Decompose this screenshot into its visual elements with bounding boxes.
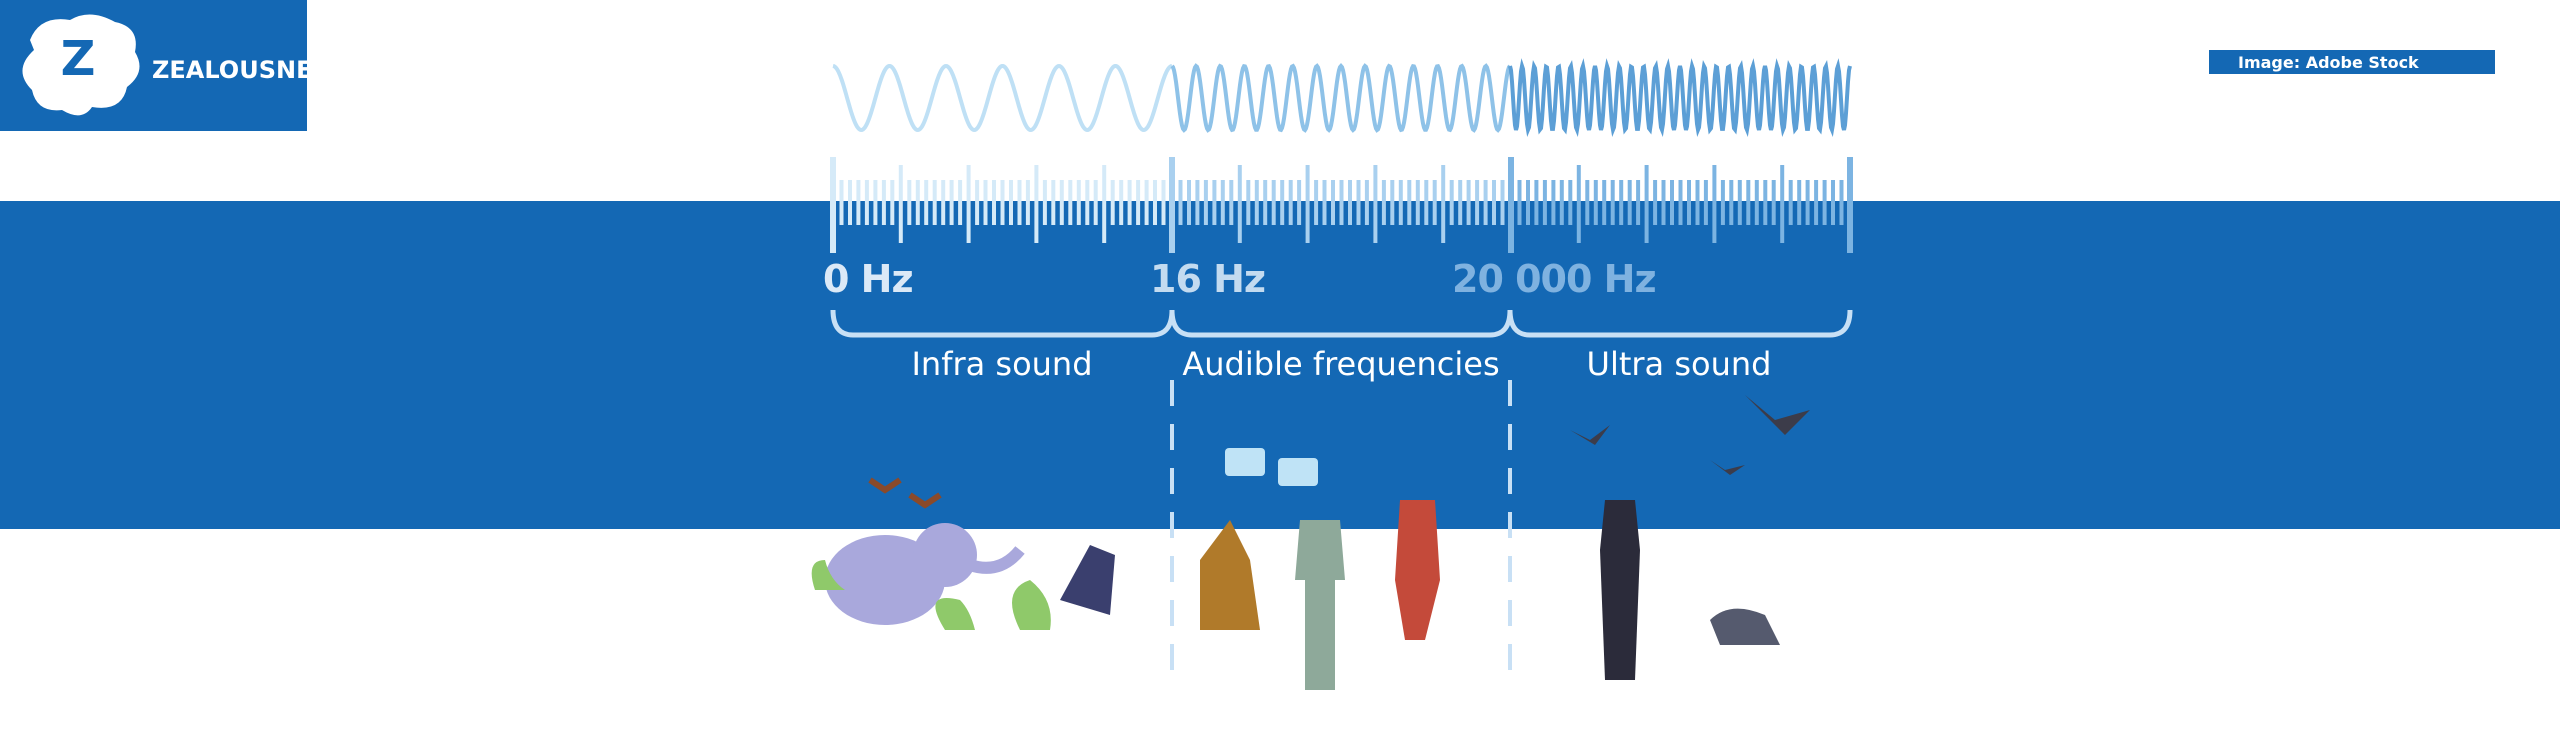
photographer bbox=[1060, 545, 1115, 615]
credit-box bbox=[2209, 50, 2495, 74]
woman bbox=[1200, 520, 1260, 630]
logo: Z ZEALOUSNESS bbox=[0, 0, 346, 131]
speech-bubble bbox=[1278, 458, 1318, 486]
elephant-trunk bbox=[968, 546, 1025, 574]
logo-brain bbox=[22, 14, 140, 116]
wave bbox=[832, 63, 1173, 133]
wave bbox=[1170, 63, 1512, 133]
waves bbox=[832, 58, 1852, 137]
logo-name: ZEALOUSNESS bbox=[152, 56, 346, 84]
freq-label: 16 Hz bbox=[1150, 257, 1265, 301]
brackets bbox=[830, 309, 1853, 338]
wave bbox=[1508, 58, 1852, 137]
range-label: Infra sound bbox=[911, 345, 1092, 383]
illustrations bbox=[811, 395, 1810, 690]
plants bbox=[811, 560, 1051, 630]
bracket bbox=[830, 309, 1853, 338]
dividers bbox=[1170, 380, 1512, 670]
range-label: Audible frequencies bbox=[1182, 345, 1499, 383]
freq-label: 20 000 Hz bbox=[1452, 257, 1656, 301]
guitarist bbox=[1395, 500, 1440, 640]
speech-bubble bbox=[1225, 448, 1265, 476]
elephant-head bbox=[913, 523, 977, 587]
freq-label: 0 Hz bbox=[823, 257, 913, 301]
dog bbox=[1710, 608, 1780, 645]
woman-shout bbox=[1600, 500, 1640, 680]
range-label: Ultra sound bbox=[1587, 345, 1772, 383]
credit: Image: Adobe Stock bbox=[2238, 53, 2419, 72]
logo-letter: Z bbox=[61, 31, 96, 87]
man bbox=[1295, 520, 1345, 690]
ruler bbox=[830, 157, 1853, 253]
birds bbox=[868, 477, 942, 509]
